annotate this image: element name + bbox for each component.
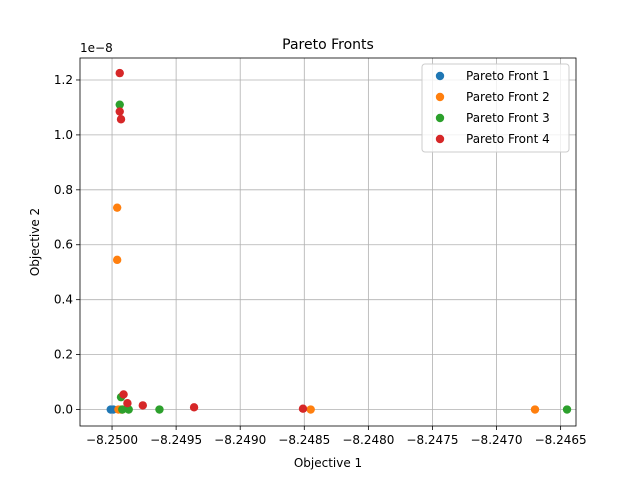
data-point xyxy=(189,403,199,412)
y-tick-label: 1.2 xyxy=(54,73,73,87)
axes-frame xyxy=(79,57,577,427)
x-axis-label: Objective 1 xyxy=(294,456,362,470)
data-point xyxy=(298,404,308,413)
data-point xyxy=(115,68,124,78)
legend: Pareto Front 1 Pareto Front 2 Pareto Front… xyxy=(421,63,570,153)
y-tick-label: 0.2 xyxy=(54,348,73,362)
data-point xyxy=(124,405,133,414)
series-pareto-front-2 xyxy=(112,203,540,414)
legend-label: Pareto Front 1 xyxy=(466,69,550,83)
data-point xyxy=(112,203,122,212)
x-tick-label: −8.2465 xyxy=(535,433,587,447)
legend-label: Pareto Front 4 xyxy=(466,132,550,146)
data-point xyxy=(115,107,124,116)
y-axis-label: Objective 2 xyxy=(28,208,42,276)
data-point xyxy=(123,399,132,408)
x-tick-label: −8.2470 xyxy=(471,433,523,447)
x-axis: −8.2500 −8.2495 −8.2490 −8.2485 −8.2480 −8.24… xyxy=(86,426,587,447)
data-point xyxy=(116,115,126,124)
y-axis: 0.0 0.2 0.4 0.6 0.8 1.0 1.2 xyxy=(54,73,80,417)
x-tick-label: −8.2490 xyxy=(214,433,266,447)
data-point xyxy=(115,100,124,109)
legend-marker xyxy=(435,92,445,102)
data-point xyxy=(118,405,127,414)
x-tick-label: −8.2500 xyxy=(86,433,138,447)
y-tick-label: 0.0 xyxy=(54,403,73,417)
data-point xyxy=(306,405,315,414)
legend-box xyxy=(421,63,570,153)
x-tick-label: −8.2475 xyxy=(406,433,458,447)
data-point xyxy=(138,401,148,410)
legend-label: Pareto Front 2 xyxy=(466,90,550,104)
y-tick-label: 1.0 xyxy=(54,128,73,142)
x-tick-label: −8.2480 xyxy=(342,433,394,447)
series-pareto-front-4 xyxy=(115,68,308,413)
data-point xyxy=(119,390,128,399)
data-points xyxy=(106,68,572,414)
legend-marker xyxy=(435,113,445,123)
y-tick-label: 0.6 xyxy=(54,238,73,252)
data-point xyxy=(562,405,572,414)
plot-frame xyxy=(79,57,577,427)
legend-marker xyxy=(435,134,445,144)
data-point xyxy=(530,405,540,414)
y-tick-label: 0.8 xyxy=(54,183,73,197)
x-tick-label: −8.2485 xyxy=(278,433,330,447)
y-axis-multiplier: 1e−8 xyxy=(80,41,113,55)
y-tick-label: 0.4 xyxy=(54,293,73,307)
chart-title: Pareto Fronts xyxy=(282,37,374,53)
x-tick-label: −8.2495 xyxy=(150,433,202,447)
legend-label: Pareto Front 3 xyxy=(466,111,550,125)
data-point xyxy=(112,255,122,265)
legend-marker xyxy=(435,71,445,81)
data-point xyxy=(155,405,164,414)
